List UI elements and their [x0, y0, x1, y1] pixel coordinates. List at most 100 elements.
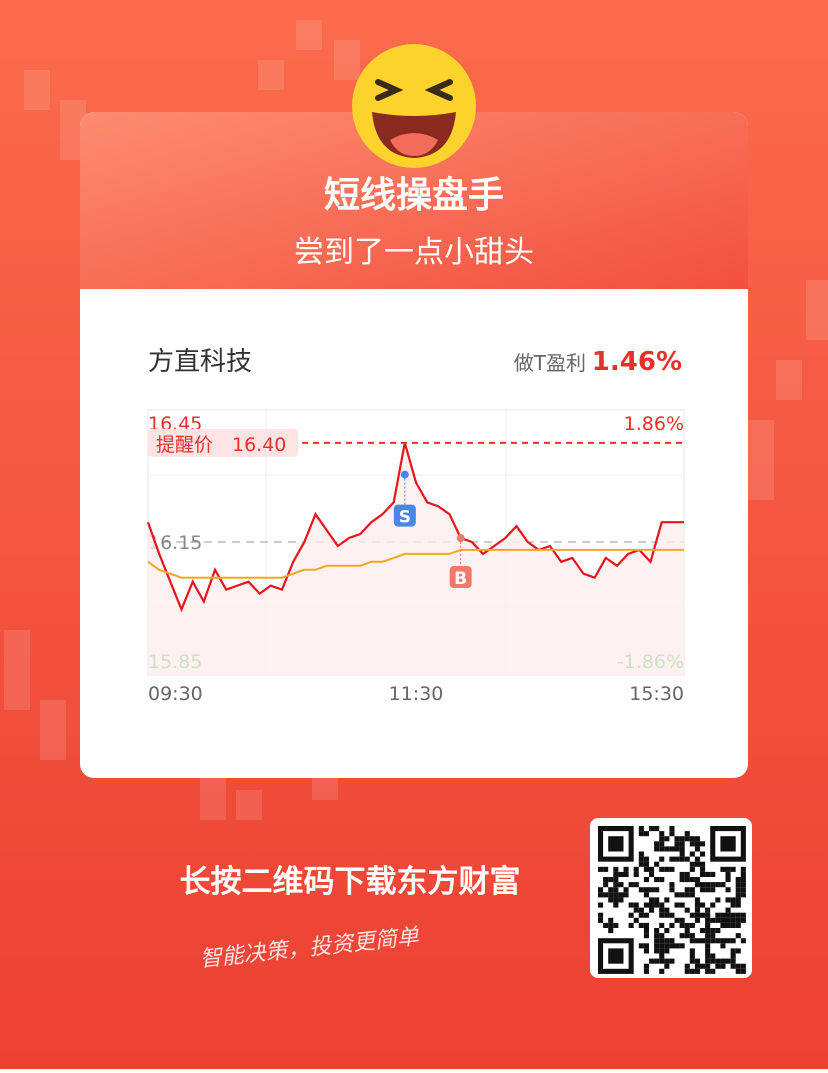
- qr-cell: [735, 882, 741, 888]
- qr-cell: [654, 938, 660, 944]
- qr-cell: [725, 887, 731, 893]
- qr-cell: [659, 831, 665, 837]
- qr-cell: [710, 953, 716, 959]
- qr-cell: [694, 877, 700, 883]
- qr-cell: [654, 826, 660, 832]
- qr-cell: [705, 871, 711, 877]
- qr-cell: [694, 917, 700, 923]
- qr-cell: [735, 933, 741, 939]
- qr-cell: [643, 866, 649, 872]
- qr-cell: [720, 922, 726, 928]
- qr-cell: [740, 877, 746, 883]
- subtitle: 尝到了一点小甜头: [294, 235, 534, 270]
- qr-cell: [598, 917, 604, 923]
- qr-cell: [649, 902, 655, 908]
- qr-cell: [684, 968, 690, 974]
- qr-cell: [638, 922, 644, 928]
- qr-cell: [700, 871, 706, 877]
- qr-cell: [710, 958, 716, 964]
- qr-cell: [710, 902, 716, 908]
- qr-cell: [694, 912, 700, 918]
- qr-cell: [720, 938, 726, 944]
- qr-cell: [684, 922, 690, 928]
- qr-cell: [659, 912, 665, 918]
- qr-cell: [603, 877, 609, 883]
- qr-cell: [664, 943, 670, 949]
- qr-cell: [730, 958, 736, 964]
- qr-cell: [725, 897, 731, 903]
- qr-cell: [633, 902, 639, 908]
- qr-cell: [659, 841, 665, 847]
- qr-cell: [659, 948, 665, 954]
- qr-cell: [694, 968, 700, 974]
- qr-cell: [684, 831, 690, 837]
- qr-cell: [654, 933, 660, 939]
- qr-cell: [715, 912, 721, 918]
- qr-cell: [740, 866, 746, 872]
- qr-cell: [679, 917, 685, 923]
- qr-cell: [684, 933, 690, 939]
- qr-cell: [740, 887, 746, 893]
- qr-cell: [730, 963, 736, 969]
- qr-cell: [735, 897, 741, 903]
- qr-cell: [689, 922, 695, 928]
- qr-pattern: [597, 825, 746, 974]
- qr-cell: [654, 877, 660, 883]
- qr-cell: [694, 841, 700, 847]
- qr-cell: [715, 963, 721, 969]
- y-tick-label: 16.15: [148, 532, 202, 554]
- qr-cell: [643, 902, 649, 908]
- qr-cell: [725, 938, 731, 944]
- qr-cell: [643, 912, 649, 918]
- qr-cell: [730, 897, 736, 903]
- qr-cell: [659, 968, 665, 974]
- qr-cell: [674, 902, 680, 908]
- qr-cell: [649, 866, 655, 872]
- qr-cell: [679, 836, 685, 842]
- qr-cell: [643, 877, 649, 883]
- qr-cell: [710, 933, 716, 939]
- qr-cell: [694, 836, 700, 842]
- qr-cell: [659, 943, 665, 949]
- qr-cell: [643, 968, 649, 974]
- qr-cell: [679, 851, 685, 857]
- qr-cell: [649, 958, 655, 964]
- qr-cell: [679, 933, 685, 939]
- qr-cell: [689, 841, 695, 847]
- qr-cell: [638, 831, 644, 837]
- qr-cell: [598, 866, 604, 872]
- qr-cell: [628, 912, 634, 918]
- qr-cell: [628, 922, 634, 928]
- qr-cell: [643, 831, 649, 837]
- qr-cell: [628, 882, 634, 888]
- qr-cell: [710, 871, 716, 877]
- marker-dot: [400, 470, 409, 479]
- qr-cell: [715, 897, 721, 903]
- qr-cell: [654, 958, 660, 964]
- qr-cell: [700, 902, 706, 908]
- qr-cell: [694, 856, 700, 862]
- qr-cell: [618, 897, 624, 903]
- title: 短线操盘手: [324, 174, 504, 216]
- qr-cell: [679, 892, 685, 898]
- qr-cell: [700, 912, 706, 918]
- qr-cell: [730, 902, 736, 908]
- qr-cell: [689, 851, 695, 857]
- qr-cell: [710, 882, 716, 888]
- qr-cell: [669, 922, 675, 928]
- qr-cell: [679, 902, 685, 908]
- x-tick-label: 15:30: [629, 683, 684, 705]
- qr-cell: [659, 877, 665, 883]
- qr-cell: [700, 882, 706, 888]
- qr-cell: [730, 953, 736, 959]
- qr-cell: [740, 938, 746, 944]
- qr-cell: [684, 887, 690, 893]
- qr-cell: [725, 917, 731, 923]
- qr-cell: [633, 871, 639, 877]
- qr-cell: [613, 902, 619, 908]
- qr-cell: [633, 866, 639, 872]
- qr-cell: [735, 902, 741, 908]
- x-tick-label: 09:30: [148, 683, 203, 705]
- qr-cell: [613, 871, 619, 877]
- qr-cell: [715, 928, 721, 934]
